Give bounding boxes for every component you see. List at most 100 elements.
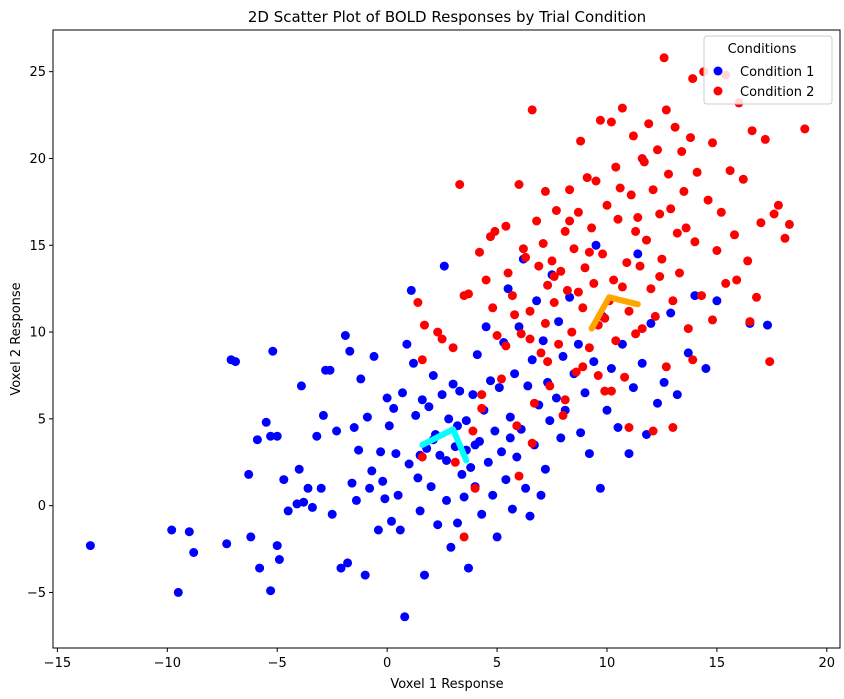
scatter-point [507,504,517,514]
scatter-point [648,185,658,195]
scatter-point [316,483,326,493]
scatter-point [558,410,568,420]
scatter-point [222,539,232,549]
y-tick-label: 20 [29,152,46,167]
scatter-point [540,318,550,328]
scatter-point [349,423,359,432]
scatter-point [624,449,634,459]
x-tick-label: 15 [709,656,726,671]
scatter-point [584,449,594,459]
scatter-point [708,315,717,325]
scatter-point [595,483,605,493]
scatter-point [457,469,467,479]
scatter-point [477,509,487,519]
scatter-point [554,317,564,327]
scatter-point [470,483,480,493]
scatter-point [624,306,634,316]
scatter-point [472,350,482,360]
scatter-point [455,180,465,189]
scatter-point [433,327,443,337]
scatter-point [540,186,550,196]
scatter-point [279,475,289,485]
scatter-point [347,478,357,488]
scatter-point [613,423,623,432]
scatter-point [677,147,687,156]
scatter-point [628,131,638,141]
scatter-point [466,463,476,472]
scatter-point [606,386,616,396]
scatter-point [402,339,412,349]
scatter-point [503,284,513,294]
scatter-point [492,532,502,542]
scatter-point [395,525,405,535]
scatter-point [492,331,502,340]
scatter-point [404,459,414,469]
scatter-point [626,190,636,200]
scatter-point [367,466,377,476]
scatter-point [769,209,779,219]
scatter-point [373,525,383,535]
scatter-point [551,393,561,403]
legend-title: Conditions [728,42,797,57]
scatter-point [622,258,632,268]
scatter-point [296,381,306,391]
scatter-point [400,612,410,622]
scatter-point [266,586,276,596]
scatter-point [354,445,364,455]
scatter-point [642,235,651,245]
scatter-point [683,348,693,358]
scatter-point [521,252,531,262]
scatter-point [384,421,394,431]
scatter-point [167,525,177,535]
scatter-point [692,167,702,177]
scatter-point [560,226,570,236]
scatter-point [712,246,722,255]
annotation-layer [419,294,641,464]
scatter-point [631,329,641,339]
scatter-point [252,435,262,445]
scatter-point [569,244,579,254]
legend: Conditions Condition 1 Condition 2 [703,35,833,105]
scatter-point [351,495,361,505]
scatter-point [551,206,561,215]
series-condition-2 [413,53,810,542]
mean-marker-condition-2 [588,294,641,332]
scatter-point [573,339,583,349]
scatter-point [800,124,810,134]
scatter-point [437,334,447,344]
scatter-point [565,185,575,195]
scatter-point [514,180,524,189]
scatter-point [459,492,469,502]
scatter-point [360,570,370,580]
scatter-point [387,516,396,526]
scatter-point [382,393,392,403]
scatter-point [261,417,271,427]
legend-marker-condition-1 [713,66,723,76]
scatter-point [299,497,309,507]
scatter-point [514,322,524,332]
scatter-point [444,414,454,424]
scatter-point [490,426,500,436]
scatter-point [442,456,451,465]
scatter-point [613,214,623,224]
scatter-point [475,247,484,257]
scatter-point [365,483,375,493]
scatter-point [455,386,465,396]
scatter-point [633,213,643,222]
scatter-point [631,226,641,236]
scatter-point [664,169,673,179]
scatter-point [690,291,700,301]
scatter-point [536,490,546,500]
scatter-point [650,311,660,321]
scatter-point [307,502,317,512]
scatter-point [668,423,678,432]
scatter-point [494,383,504,393]
scatter-point [501,475,511,485]
scatter-point [505,412,515,422]
scatter-point [477,403,487,413]
scatter-point [461,416,471,426]
scatter-point [617,282,627,292]
scatter-point [420,320,429,330]
scatter-point [712,296,722,306]
scatter-point [639,157,649,167]
